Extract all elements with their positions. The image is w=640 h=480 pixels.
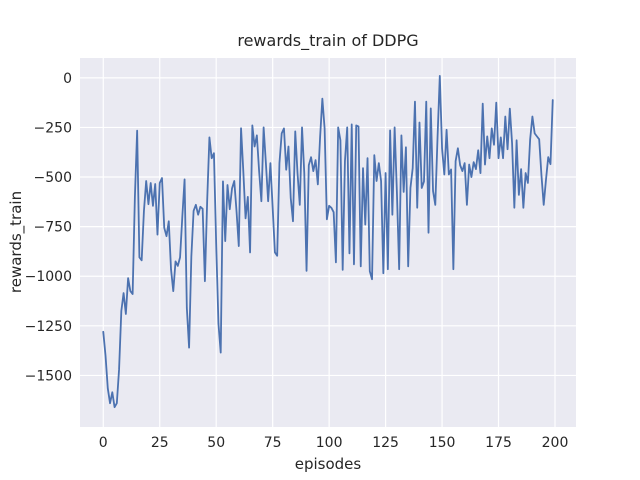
x-tick-label: 175: [485, 435, 512, 451]
chart-title: rewards_train of DDPG: [237, 31, 419, 50]
x-tick-label: 25: [151, 435, 169, 451]
rewards-train-line: [102, 74, 554, 409]
x-tick-label: 150: [429, 435, 456, 451]
x-tick-label: 50: [207, 435, 225, 451]
y-tick-label: −250: [34, 120, 72, 136]
plot-area: [80, 58, 576, 427]
y-tick-label: −1500: [25, 368, 72, 384]
x-tick-label: 0: [99, 435, 108, 451]
y-tick-label: −500: [34, 170, 72, 186]
y-axis-label: rewards_train: [7, 190, 25, 294]
y-tick-label: −750: [34, 220, 72, 236]
y-tick-label: −1250: [25, 319, 72, 335]
x-tick-label: 75: [264, 435, 282, 451]
x-axis-label: episodes: [294, 455, 362, 473]
x-tick-label: 100: [316, 435, 343, 451]
y-tick-label: 0: [63, 71, 72, 87]
x-tick-label: 200: [542, 435, 569, 451]
y-tick-label: −1000: [25, 269, 72, 285]
x-tick-label: 125: [372, 435, 399, 451]
